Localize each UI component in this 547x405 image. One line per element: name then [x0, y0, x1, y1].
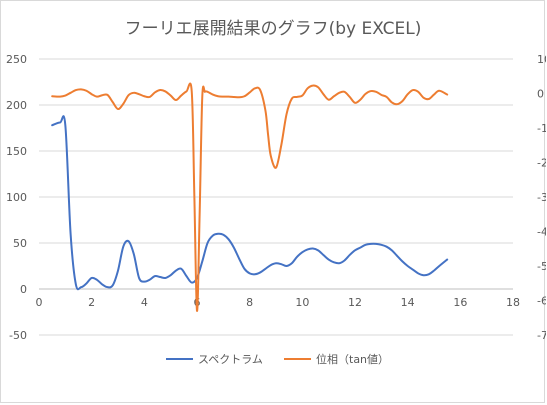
y-right-tick-label: -30 — [537, 191, 546, 204]
y-left-axis-ticks: -50 0 50 100 150 200 250 — [6, 53, 27, 342]
x-tick-label: 16 — [453, 296, 467, 309]
y-left-tick-label: 100 — [6, 191, 27, 204]
x-tick-label: 4 — [141, 296, 148, 309]
legend-label-phase: 位相（tan値） — [316, 352, 389, 366]
y-left-tick-label: -50 — [9, 329, 27, 342]
legend-label-spectrum: スペクトラム — [198, 353, 263, 366]
y-left-tick-label: 200 — [6, 99, 27, 112]
y-left-tick-label: 150 — [6, 145, 27, 158]
y-right-tick-label: 10 — [537, 53, 546, 66]
x-tick-label: 12 — [348, 296, 362, 309]
series-lines — [51, 82, 449, 312]
series-line-spectrum — [51, 115, 449, 291]
y-left-tick-label: 50 — [13, 237, 27, 250]
x-axis-ticks: 0 2 4 6 8 10 12 14 16 18 — [36, 296, 521, 309]
chart-title: フーリエ展開結果のグラフ(by EXCEL) — [125, 19, 422, 39]
x-tick-label: 14 — [401, 296, 415, 309]
y-right-tick-label: -60 — [537, 295, 546, 308]
x-tick-label: 2 — [88, 296, 95, 309]
y-right-tick-label: -20 — [537, 157, 546, 170]
gridlines — [39, 58, 513, 336]
y-right-tick-label: -40 — [537, 226, 546, 239]
legend: スペクトラム 位相（tan値） — [166, 352, 389, 366]
x-tick-label: 10 — [295, 296, 309, 309]
y-right-tick-label: -70 — [537, 329, 546, 342]
series-line-phase — [51, 82, 449, 312]
y-right-axis-ticks: -70 -60 -50 -40 -30 -20 -10 0 10 — [537, 53, 546, 342]
x-tick-label: 0 — [36, 296, 43, 309]
x-tick-label: 18 — [506, 296, 520, 309]
x-tick-label: 8 — [246, 296, 253, 309]
y-right-tick-label: -10 — [537, 122, 546, 135]
y-right-tick-label: 0 — [537, 88, 544, 101]
y-right-tick-label: -50 — [537, 260, 546, 273]
y-left-tick-label: 250 — [6, 53, 27, 66]
y-left-tick-label: 0 — [20, 283, 27, 296]
